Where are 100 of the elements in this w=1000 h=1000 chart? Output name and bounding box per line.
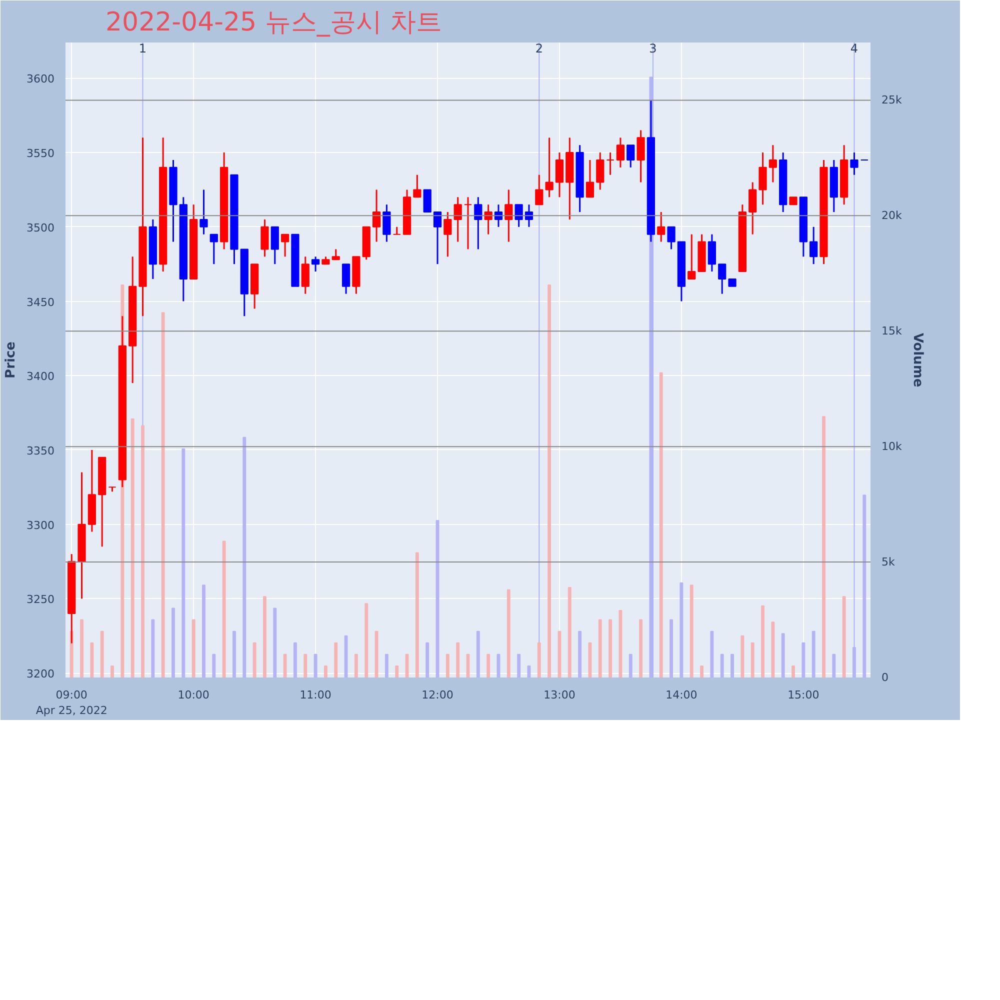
bar [100,630,104,678]
bar [324,665,328,678]
bar [446,654,450,678]
bar [781,633,785,678]
bar [456,642,460,678]
candlestick [433,211,442,265]
bar [426,642,430,678]
y-axis-title: Price [4,341,19,378]
y2-axis-title: Volume [910,332,925,388]
bar [354,654,358,678]
bar [161,312,165,678]
y-tick-label: 3300 [26,518,55,532]
candlestick [270,226,279,265]
bar [730,654,734,678]
bar [750,642,754,678]
bar [771,622,775,678]
y2-tick-label: 25k [882,94,902,107]
bar [740,635,744,678]
bar [212,654,216,678]
y-tick-label: 3600 [26,72,55,86]
x-tick-label: 13:00 [544,688,576,702]
bar [344,635,348,678]
x-tick-label: 14:00 [666,688,698,702]
y2-tick-label: 0 [882,671,888,684]
y-tick-label: 3500 [26,221,55,234]
bar [395,665,399,678]
bar [659,372,663,678]
candlestick [596,152,604,190]
bar [364,603,368,678]
bar [80,619,84,678]
candlestick [768,144,777,184]
bar [812,630,816,678]
bar [273,608,277,678]
x-tick-label: 15:00 [788,688,820,702]
bar [262,596,266,678]
candlestick [464,196,472,250]
y2-tick-label: 10k [882,440,902,454]
bar [283,654,287,678]
candlestick [332,248,340,260]
y2-tick-label: 5k [882,556,896,569]
candlestick [667,226,676,250]
ref-line-label: 3 [649,42,657,56]
bar [680,582,684,678]
candlestick [748,182,757,236]
bar [608,619,612,678]
bar [598,619,602,678]
candlestick [606,152,614,176]
bar [710,630,714,678]
bar [670,619,674,678]
candlestick [535,174,544,206]
bar [700,665,704,678]
bar [252,642,256,678]
bar [476,630,480,678]
candlestick [688,234,696,280]
bar [792,665,795,678]
candlestick [708,234,716,272]
x-tick-label: 10:00 [178,688,210,702]
bar [822,416,826,678]
candlestick [260,218,269,258]
bar [578,630,582,678]
bar [384,654,388,678]
bar [628,654,632,678]
candlestick [586,159,594,198]
bar [537,642,541,678]
candlestick [280,234,290,258]
bar [690,584,694,678]
bar [182,448,186,678]
candlestick [758,152,767,206]
bar [415,552,419,678]
y-tick-label: 3350 [26,444,55,458]
bar [293,642,297,678]
bar [110,665,114,678]
candlestick [311,256,320,272]
bar [486,654,490,678]
candlestick [413,174,422,198]
bar [568,586,572,678]
ref-line-label: 1 [138,42,147,56]
x-tick-label: 09:00 Apr 25, 2022 [36,688,108,718]
x-tick-label: 11:00 [300,688,332,702]
bar [222,540,226,678]
candlestick [474,196,482,250]
candlestick [810,226,818,265]
candlestick [504,188,513,243]
candlestick [626,144,635,168]
candlestick [545,136,554,198]
bar [842,596,846,678]
bar [639,619,643,678]
bar [517,654,521,678]
bar [130,418,134,678]
bar [334,642,338,678]
y-tick-label: 3550 [26,147,55,160]
ref-line-label: 4 [850,42,858,56]
candlestick [514,204,523,228]
bar [232,630,236,678]
y-tick-label: 3450 [26,296,55,309]
candlestick [301,256,310,295]
bar [506,589,510,678]
bar [862,494,866,678]
candlestick [372,188,381,243]
bar [90,642,94,678]
